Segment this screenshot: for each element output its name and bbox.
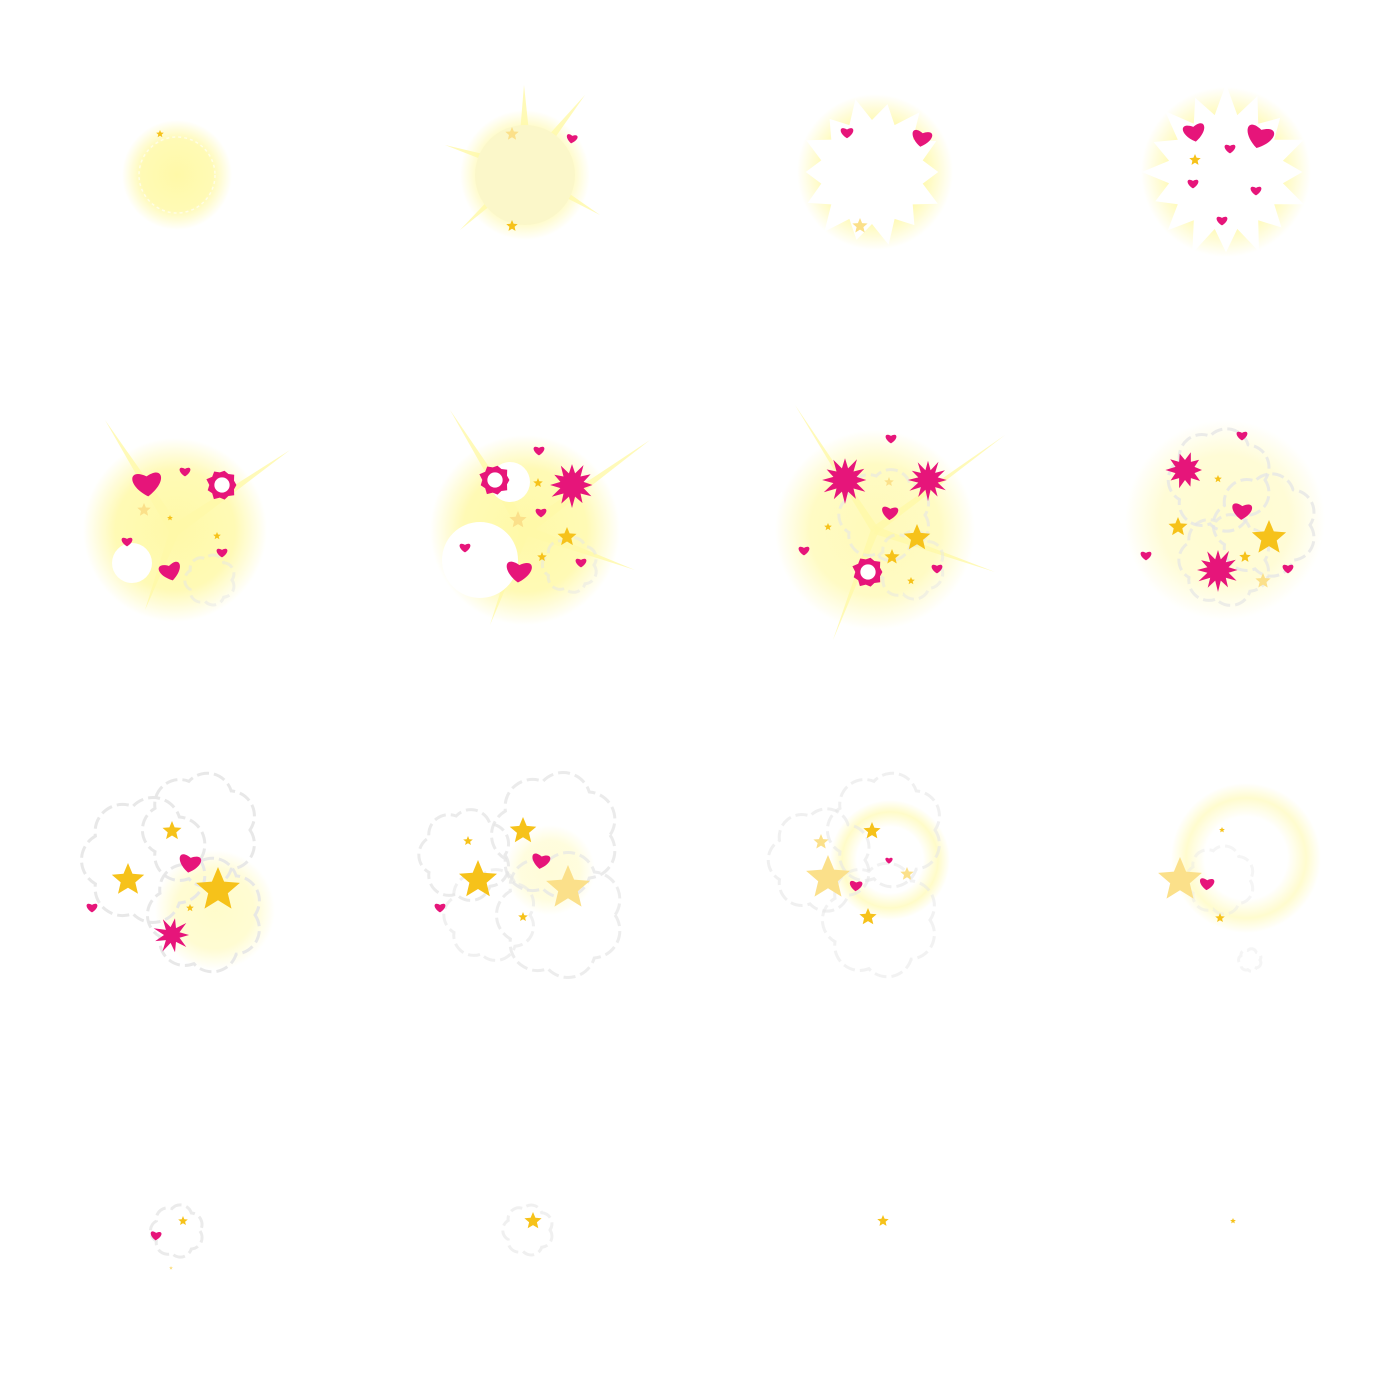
frame-8-canvas — [1050, 350, 1400, 700]
frame-9-canvas — [0, 700, 350, 1050]
star-icon — [877, 1215, 888, 1226]
frame-12-canvas — [1050, 700, 1400, 1050]
frame-01 — [0, 0, 350, 350]
glow-aura — [83, 438, 267, 622]
glow-aura — [775, 430, 975, 630]
frame-08 — [1050, 350, 1400, 700]
glow-aura — [1125, 420, 1325, 620]
smoke-puff — [503, 1205, 552, 1255]
frame-12 — [1050, 700, 1400, 1050]
star-icon — [463, 836, 473, 845]
star-icon — [524, 1212, 541, 1228]
frame-16 — [1050, 1050, 1400, 1400]
frame-03 — [700, 0, 1050, 350]
heart-pop-core — [860, 564, 875, 579]
smoke-puff — [150, 1205, 202, 1257]
frame-2-canvas — [350, 0, 700, 350]
frame-11-canvas — [700, 700, 1050, 1050]
star-icon — [459, 860, 497, 896]
flash-blob — [442, 522, 518, 598]
frame-14 — [350, 1050, 700, 1400]
star-icon — [169, 1266, 173, 1270]
frame-14-canvas — [350, 1050, 700, 1400]
star-icon — [178, 1216, 188, 1225]
frame-09 — [0, 700, 350, 1050]
star-icon — [112, 863, 144, 894]
heart-pop-core — [487, 472, 502, 487]
star-icon — [1230, 1218, 1236, 1223]
frame-6-canvas — [350, 350, 700, 700]
frame-11 — [700, 700, 1050, 1050]
frame-5-canvas — [0, 350, 350, 700]
frame-7-canvas — [700, 350, 1050, 700]
frame-10-canvas — [350, 700, 700, 1050]
flash-blob — [112, 543, 152, 583]
frame-07 — [700, 350, 1050, 700]
heart-icon — [87, 904, 98, 913]
frame-06 — [350, 350, 700, 700]
star-icon — [813, 834, 828, 849]
frame-15-canvas — [700, 1050, 1050, 1400]
star-icon — [163, 821, 182, 839]
smoke-puff — [1239, 949, 1261, 972]
heart-icon — [150, 1231, 162, 1241]
frame-16-canvas — [1050, 1050, 1400, 1400]
frame-1-canvas — [0, 0, 350, 350]
frame-05 — [0, 350, 350, 700]
frame-13 — [0, 1050, 350, 1400]
frame-04 — [1050, 0, 1400, 350]
frame-3-canvas — [700, 0, 1050, 350]
frame-4-canvas — [1050, 0, 1400, 350]
glow-core — [475, 125, 575, 225]
frame-02 — [350, 0, 700, 350]
frame-15 — [700, 1050, 1050, 1400]
heart-icon — [435, 904, 446, 913]
frame-13-canvas — [0, 1050, 350, 1400]
smoke-puff — [444, 870, 534, 961]
heart-pop-core — [214, 477, 229, 492]
frame-10 — [350, 700, 700, 1050]
star-icon — [518, 912, 528, 921]
